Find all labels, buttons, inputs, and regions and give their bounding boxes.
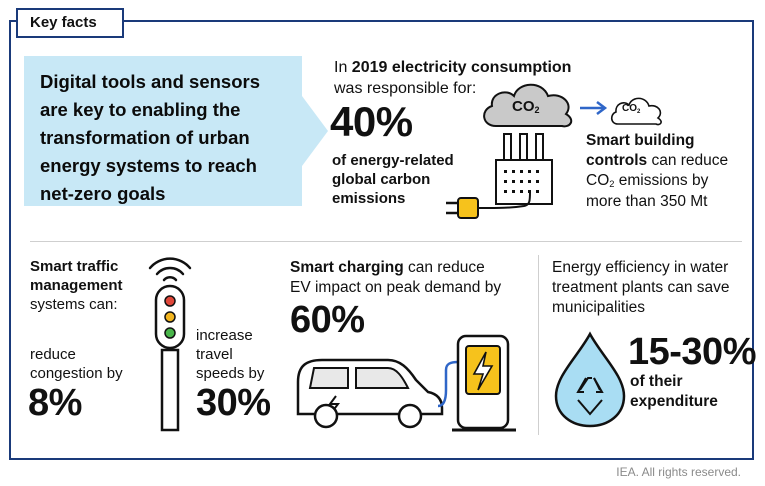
water-text: Energy efficiency in water treatment pla… bbox=[552, 258, 730, 318]
co-text: CO bbox=[622, 103, 637, 114]
cloud-icon bbox=[610, 97, 662, 126]
traffic-line2: management bbox=[30, 277, 123, 294]
plug-icon bbox=[446, 191, 531, 219]
callout-line: transformation of urban bbox=[40, 127, 250, 148]
charging-value: 60% bbox=[290, 299, 365, 341]
water-value: 15-30% bbox=[628, 331, 756, 373]
controls-bold: controls bbox=[586, 152, 648, 169]
reduce-text: reduce congestion by bbox=[30, 345, 123, 383]
smart-building-line3: CO2 emissions by bbox=[586, 171, 728, 192]
water-line3: municipalities bbox=[552, 299, 646, 316]
intro-bold: 2019 electricity consumption bbox=[351, 59, 572, 76]
traffic-line3: systems can: bbox=[30, 296, 118, 313]
callout-text: Digital tools and sensors are key to ena… bbox=[40, 68, 300, 208]
water-line1: Energy efficiency in water bbox=[552, 259, 729, 276]
small-cloud-label: CO2 bbox=[622, 103, 641, 115]
smart-building-text: Smart building controls can reduce CO2 e… bbox=[586, 131, 728, 212]
section-divider-vertical bbox=[538, 255, 539, 435]
recycle-icon bbox=[576, 377, 604, 416]
charging-line1: Smart charging can reduce bbox=[290, 258, 501, 278]
callout-line: net-zero goals bbox=[40, 183, 166, 204]
section-divider-horizontal bbox=[30, 241, 742, 242]
reduce-line1: reduce bbox=[30, 346, 76, 363]
emissions-by: emissions by bbox=[614, 172, 709, 189]
co2-sub: 2 bbox=[609, 179, 615, 190]
co2-sub: 2 bbox=[637, 108, 641, 115]
copyright-text: IEA. All rights reserved. bbox=[616, 465, 741, 479]
electricity-intro-line1: In 2019 electricity consumption bbox=[334, 58, 571, 77]
signal-icon bbox=[148, 257, 192, 282]
co2-sub: 2 bbox=[534, 105, 540, 116]
desc-line: of energy-related bbox=[332, 152, 454, 169]
callout-arrow-shape bbox=[302, 96, 328, 166]
callout-line: are key to enabling the bbox=[40, 99, 241, 120]
can-reduce: can reduce bbox=[647, 152, 729, 169]
traffic-heading: Smart traffic management systems can: bbox=[30, 257, 123, 314]
increase-value: 30% bbox=[196, 382, 271, 424]
factory-icon bbox=[495, 133, 553, 205]
water-desc: of their expenditure bbox=[630, 372, 718, 412]
charging-rest: can reduce bbox=[403, 259, 485, 276]
callout-line: Digital tools and sensors bbox=[40, 71, 260, 92]
reduce-value: 8% bbox=[28, 382, 82, 424]
smart-building-line2: controls can reduce bbox=[586, 151, 728, 171]
water-line2: treatment plants can save bbox=[552, 279, 730, 296]
arrow-right-icon bbox=[580, 101, 608, 115]
desc-line: global carbon bbox=[332, 171, 431, 188]
increase-line2: travel bbox=[196, 346, 233, 363]
ev-car-icon bbox=[296, 358, 444, 429]
charging-cable bbox=[437, 360, 459, 408]
co-text: CO bbox=[586, 172, 610, 189]
water-drop-icon bbox=[554, 331, 626, 428]
key-facts-tab: Key facts bbox=[16, 8, 124, 38]
cloud-label: CO2 bbox=[512, 98, 540, 115]
water-desc1: of their bbox=[630, 373, 683, 390]
increase-line3: speeds by bbox=[196, 365, 265, 382]
smart-building-line4: more than 350 Mt bbox=[586, 193, 708, 210]
traffic-line1: Smart traffic bbox=[30, 258, 119, 275]
smart-building-line1: Smart building bbox=[586, 132, 695, 149]
co-text: CO bbox=[512, 98, 535, 115]
charging-bold: Smart charging bbox=[290, 259, 404, 276]
charging-line2: EV impact on peak demand by bbox=[290, 279, 502, 296]
increase-text: increase travel speeds by bbox=[196, 326, 264, 383]
electricity-desc: of energy-related global carbon emission… bbox=[332, 151, 454, 208]
cloud-icon bbox=[483, 83, 573, 128]
reduce-line2: congestion by bbox=[30, 365, 123, 382]
desc-line: emissions bbox=[332, 190, 406, 207]
traffic-light-icon bbox=[154, 284, 186, 432]
intro-prefix: In bbox=[334, 59, 352, 76]
key-facts-frame bbox=[9, 20, 754, 460]
increase-line1: increase bbox=[196, 327, 253, 344]
charging-station-icon bbox=[452, 334, 516, 432]
water-desc2: expenditure bbox=[630, 393, 718, 410]
charging-text: Smart charging can reduce EV impact on p… bbox=[290, 258, 501, 298]
electricity-percent: 40% bbox=[330, 98, 413, 145]
electricity-intro-line2: was responsible for: bbox=[334, 80, 477, 97]
callout-box bbox=[24, 56, 302, 206]
callout-line: energy systems to reach bbox=[40, 155, 257, 176]
